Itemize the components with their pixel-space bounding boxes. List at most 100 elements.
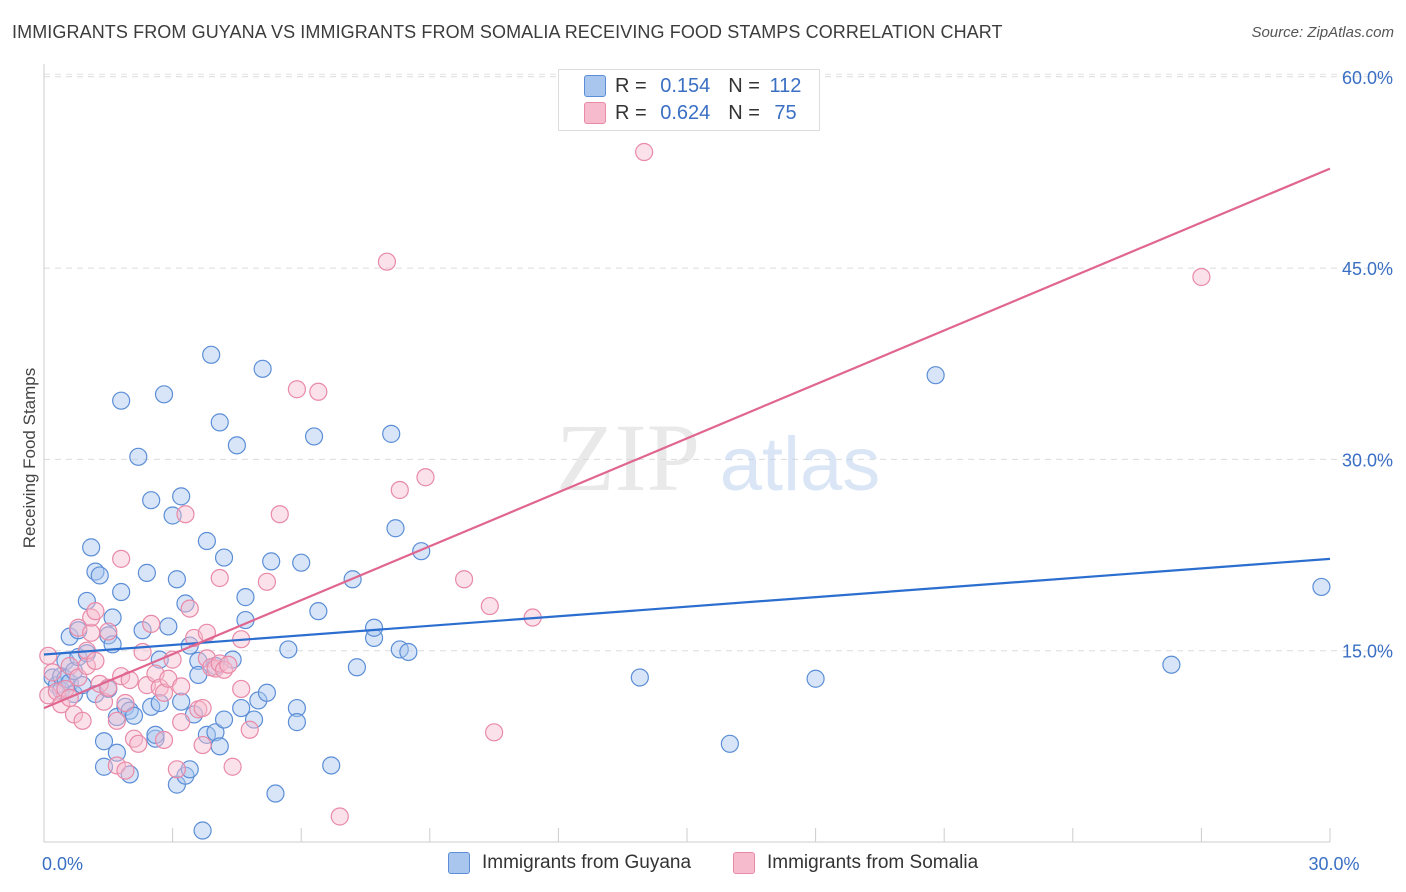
guyana-point bbox=[214, 548, 234, 567]
legend-item-guyana: Immigrants from Guyana bbox=[448, 852, 691, 874]
guyana-point bbox=[124, 706, 144, 725]
somalia-point bbox=[176, 505, 195, 524]
guyana-point bbox=[364, 618, 384, 637]
somalia-point bbox=[193, 735, 212, 755]
guyana-point bbox=[112, 582, 131, 602]
guyana-point bbox=[214, 710, 234, 729]
somalia-point bbox=[56, 679, 75, 699]
somalia-point bbox=[232, 679, 251, 699]
guyana-point bbox=[926, 366, 945, 385]
guyana-point bbox=[347, 658, 367, 677]
legend-row-guyana: R = 0.154 N = 112 bbox=[584, 73, 806, 99]
guyana-point bbox=[137, 563, 156, 582]
somalia-point bbox=[107, 711, 126, 730]
somalia-point bbox=[43, 663, 62, 682]
y-tick-label: 60.0% bbox=[1342, 68, 1393, 88]
guyana-point bbox=[630, 668, 649, 687]
guyana-point bbox=[90, 566, 109, 585]
watermark-atlas: atlas bbox=[720, 422, 881, 507]
guyana-point bbox=[386, 519, 405, 538]
somalia-point bbox=[82, 623, 101, 642]
guyana-point bbox=[262, 552, 281, 571]
gridlines bbox=[44, 73, 1395, 652]
somalia-point bbox=[107, 756, 126, 775]
guyana-point bbox=[163, 506, 182, 525]
somalia-point bbox=[142, 614, 161, 634]
chart-title: IMMIGRANTS FROM GUYANA VS IMMIGRANTS FRO… bbox=[12, 22, 1003, 42]
guyana-point bbox=[287, 698, 307, 718]
somalia-legend-swatch bbox=[733, 852, 755, 874]
somalia-point bbox=[112, 549, 131, 568]
legend-row-somalia: R = 0.624 N = 75 bbox=[584, 100, 806, 126]
r-label: R = bbox=[615, 74, 647, 97]
somalia-point bbox=[377, 252, 397, 271]
guyana-point bbox=[159, 617, 178, 636]
axes bbox=[43, 64, 1331, 843]
somalia-trend-line bbox=[43, 167, 1331, 710]
somalia-swatch bbox=[584, 102, 606, 124]
n-label: N = bbox=[728, 74, 760, 97]
somalia-point bbox=[172, 713, 191, 732]
legend-label-somalia: Immigrants from Somalia bbox=[767, 852, 979, 873]
guyana-point bbox=[210, 737, 229, 756]
r-value: 0.154 bbox=[660, 74, 711, 97]
somalia-point bbox=[223, 757, 242, 776]
guyana-point bbox=[399, 642, 418, 662]
guyana-point bbox=[227, 436, 246, 455]
guyana-point bbox=[210, 413, 229, 432]
somalia-point bbox=[480, 596, 499, 616]
guyana-point bbox=[257, 683, 277, 702]
guyana-point bbox=[94, 757, 114, 776]
guyana-point bbox=[266, 784, 285, 803]
somalia-point bbox=[390, 480, 409, 500]
somalia-point bbox=[154, 683, 174, 702]
n-value: 112 bbox=[769, 74, 802, 97]
y-tick-label: 30.0% bbox=[1342, 450, 1393, 470]
somalia-point bbox=[180, 599, 199, 618]
somalia-point bbox=[172, 677, 191, 696]
guyana-point bbox=[142, 491, 161, 510]
guyana-point bbox=[304, 427, 324, 446]
somalia-point bbox=[116, 693, 135, 713]
somalia-point bbox=[485, 723, 504, 742]
guyana-point bbox=[193, 821, 212, 840]
guyana-trend-line bbox=[43, 557, 1331, 656]
somalia-point bbox=[287, 380, 307, 399]
guyana-point bbox=[287, 713, 307, 732]
somalia-point bbox=[193, 698, 212, 718]
source-label: Source: ZipAtlas.com bbox=[1251, 24, 1394, 41]
guyana-point bbox=[197, 531, 216, 551]
guyana-point bbox=[112, 391, 131, 410]
legend-item-somalia: Immigrants from Somalia bbox=[733, 852, 978, 874]
trend-lines bbox=[43, 167, 1331, 710]
guyana-point bbox=[142, 697, 161, 716]
r-label: R = bbox=[615, 101, 647, 124]
guyana-point bbox=[806, 669, 825, 688]
y-tick-label: 15.0% bbox=[1342, 642, 1393, 662]
guyana-legend-swatch bbox=[448, 852, 470, 874]
somalia-points bbox=[39, 142, 1211, 826]
guyana-point bbox=[292, 553, 311, 572]
n-value: 75 bbox=[774, 101, 797, 124]
r-value: 0.624 bbox=[660, 101, 711, 124]
somalia-point bbox=[1192, 267, 1211, 287]
guyana-point bbox=[150, 693, 169, 713]
guyana-point bbox=[94, 732, 114, 751]
somalia-point bbox=[416, 468, 435, 487]
guyana-point bbox=[244, 710, 264, 729]
somalia-point bbox=[86, 651, 105, 670]
somalia-point bbox=[270, 505, 289, 524]
guyana-point bbox=[253, 359, 272, 378]
somalia-point bbox=[240, 720, 259, 739]
somalia-point bbox=[77, 656, 96, 676]
guyana-point bbox=[82, 538, 101, 557]
somalia-point bbox=[635, 142, 654, 162]
somalia-point bbox=[116, 761, 135, 780]
somalia-point bbox=[330, 807, 349, 826]
legend-label-guyana: Immigrants from Guyana bbox=[482, 852, 692, 873]
guyana-point bbox=[206, 723, 225, 742]
somalia-point bbox=[73, 711, 92, 730]
somalia-point bbox=[167, 760, 186, 779]
watermark-zip: ZIP bbox=[556, 404, 700, 511]
